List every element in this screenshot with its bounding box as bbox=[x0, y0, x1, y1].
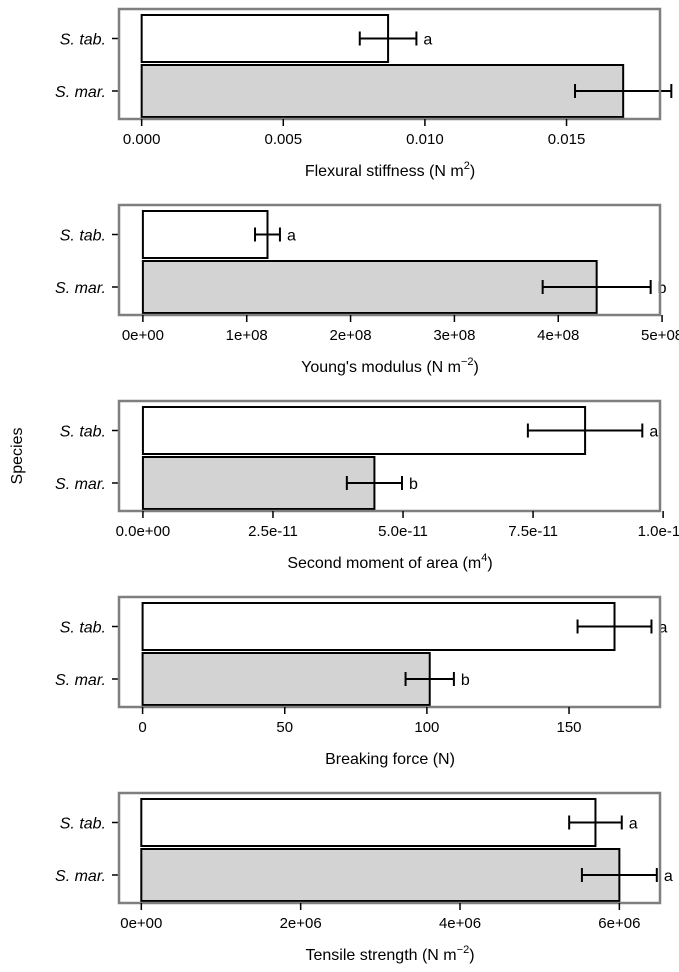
x-tick-label: 0.005 bbox=[265, 131, 303, 148]
shared-y-axis-label: Species bbox=[9, 428, 26, 485]
panel-frame bbox=[117, 7, 662, 121]
significance-letter: a bbox=[649, 424, 658, 441]
panel-2: a S. tab. b S. mar. 0e+00 1e+08 2e+08 3e+08 4e+0… bbox=[55, 203, 679, 376]
x-tick-label: 150 bbox=[557, 719, 582, 736]
x-axis-label: Flexural stiffness (N m2) bbox=[305, 160, 475, 180]
category-label: S. tab. bbox=[60, 228, 106, 245]
bar-mar bbox=[140, 848, 621, 902]
x-axis-label: Tensile strength (N m−2) bbox=[305, 944, 474, 964]
category-label: S. mar. bbox=[55, 868, 106, 885]
panel-3: a S. tab. b S. mar. 0.0e+00 2.5e-11 5.0e-11 7.5… bbox=[55, 399, 679, 572]
x-tick-label: 7.5e-11 bbox=[508, 523, 558, 540]
x-tick-label: 0e+00 bbox=[120, 915, 162, 932]
panel-frame bbox=[117, 791, 662, 905]
significance-letter: a bbox=[664, 868, 673, 885]
x-axis-label: Breaking force (N) bbox=[325, 751, 455, 768]
x-axis-label: Second moment of area (m4) bbox=[287, 552, 492, 572]
x-axis-label: Young's modulus (N m−2) bbox=[301, 356, 479, 376]
bar-tab bbox=[141, 602, 616, 651]
x-tick-label: 0.010 bbox=[406, 131, 444, 148]
panel-5: a S. tab. a S. mar. 0e+00 2e+06 4e+06 6e+06 Tens… bbox=[55, 791, 673, 964]
category-label: S. tab. bbox=[60, 32, 106, 49]
panel-4: a S. tab. b S. mar. 0 50 100 150 Breaking force … bbox=[55, 595, 667, 768]
x-tick-label: 2e+06 bbox=[280, 915, 322, 932]
category-label: S. tab. bbox=[60, 424, 106, 441]
bar-mar bbox=[140, 64, 625, 118]
bar-tab bbox=[141, 406, 587, 455]
significance-letter: b bbox=[461, 672, 470, 689]
x-tick-label: 5e+08 bbox=[641, 327, 679, 344]
x-tick-label: 6e+06 bbox=[598, 915, 640, 932]
x-tick-label: 5.0e-11 bbox=[378, 523, 428, 540]
x-tick-label: 4e+08 bbox=[537, 327, 579, 344]
panel-frame bbox=[117, 595, 662, 709]
x-tick-label: 50 bbox=[276, 719, 293, 736]
bar-mar bbox=[141, 456, 376, 510]
category-label: S. mar. bbox=[55, 84, 106, 101]
category-label: S. mar. bbox=[55, 476, 106, 493]
x-tick-label: 0 bbox=[138, 719, 146, 736]
significance-letter: a bbox=[658, 620, 667, 637]
category-label: S. tab. bbox=[60, 816, 106, 833]
x-tick-label: 2e+08 bbox=[329, 327, 371, 344]
x-tick-label: 1e+08 bbox=[226, 327, 268, 344]
x-tick-label: 0e+00 bbox=[122, 327, 164, 344]
category-label: S. mar. bbox=[55, 280, 106, 297]
panel-1: aS. tab.bS. mar.0.0000.0050.0100.015Flex… bbox=[55, 7, 679, 180]
bar-mar bbox=[141, 652, 431, 706]
category-label: S. mar. bbox=[55, 672, 106, 689]
bar-tab bbox=[140, 14, 390, 63]
x-tick-label: 1.0e-10 bbox=[638, 523, 679, 540]
significance-letter: a bbox=[423, 32, 432, 49]
x-tick-label: 0.0e+00 bbox=[116, 523, 171, 540]
bar-tab bbox=[141, 210, 269, 259]
x-tick-label: 2.5e-11 bbox=[248, 523, 298, 540]
bar-mar bbox=[141, 260, 598, 314]
significance-letter: a bbox=[629, 816, 638, 833]
panel-frame bbox=[117, 203, 662, 317]
x-tick-label: 0.000 bbox=[123, 131, 161, 148]
category-label: S. tab. bbox=[60, 620, 106, 637]
x-tick-label: 4e+06 bbox=[439, 915, 481, 932]
significance-letter: b bbox=[409, 476, 418, 493]
x-tick-label: 0.015 bbox=[548, 131, 586, 148]
panel-frame bbox=[117, 399, 662, 513]
x-tick-label: 3e+08 bbox=[433, 327, 475, 344]
x-tick-label: 100 bbox=[414, 719, 439, 736]
significance-letter: b bbox=[658, 280, 667, 297]
significance-letter: a bbox=[287, 228, 296, 245]
bar-tab bbox=[140, 798, 597, 847]
